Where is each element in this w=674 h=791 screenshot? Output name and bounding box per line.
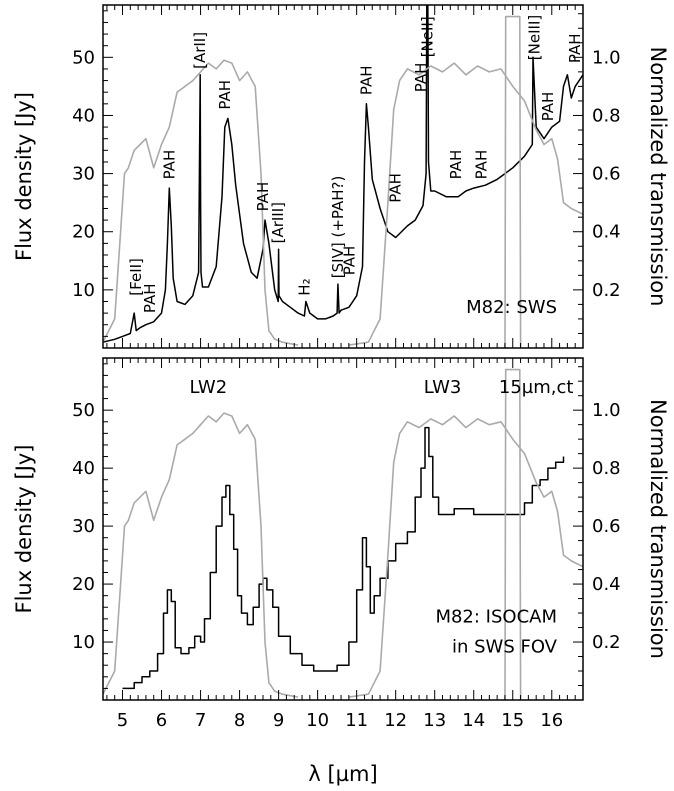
line-annotation: PAH (566, 33, 584, 63)
flux-line (122, 426, 565, 690)
panel-label-line: M82: ISOCAM (435, 607, 557, 628)
line-annotation: PAH (387, 173, 405, 203)
line-annotation: PAH (141, 283, 159, 313)
y-tick-label-right: 0.6 (592, 164, 621, 185)
y-tick-label-right: 0.4 (592, 222, 621, 243)
x-tick-label: 6 (156, 710, 167, 731)
line-annotation-boxed: [FeII] (127, 258, 145, 296)
line-annotation-boxed: [SIV] (+PAH?) (329, 176, 347, 279)
x-tick-label: 9 (273, 710, 284, 731)
panel-2: 10 20 30 40 50 0.2 0.4 0.6 0.8 1.0 5 6 7 8 9 10 11 12 13 14… (12, 357, 670, 786)
y-axis-label-left: Flux density [Jy] (12, 92, 36, 261)
plot-area (103, 368, 583, 700)
x-tick-label: 14 (462, 710, 485, 731)
y-tick-label-left: 10 (72, 280, 95, 301)
y-tick-label-left: 50 (72, 400, 95, 421)
line-annotation: H₂ (295, 278, 313, 295)
panel-1: 10 20 30 40 50 0.2 0.4 0.6 0.8 1.0 Flux density [J… (12, 4, 670, 349)
plot-frame (102, 4, 584, 349)
y-tick-label-right: 0.2 (592, 280, 621, 301)
y-tick-label-left: 40 (72, 105, 95, 126)
line-annotation-boxed: [ArIII] (269, 202, 287, 243)
flux-line (103, 5, 583, 343)
plot-frame (102, 357, 584, 701)
x-tick-label: 13 (423, 710, 446, 731)
line-annotation: PAH (254, 182, 272, 212)
filter-label: LW2 (190, 377, 228, 398)
panel-label-line: in SWS FOV (452, 637, 558, 658)
y-tick-label-left: 20 (72, 222, 95, 243)
y-tick-label-left: 50 (72, 47, 95, 68)
x-tick-label: 12 (384, 710, 407, 731)
y-tick-label-right: 0.8 (592, 105, 621, 126)
transmission-line-2 (348, 62, 583, 346)
y-tick-label-left: 30 (72, 516, 95, 537)
line-annotation: PAH (447, 150, 465, 180)
x-tick-label: 16 (540, 710, 563, 731)
filter-label: LW3 (424, 377, 462, 398)
x-tick-label: 11 (345, 710, 368, 731)
panel-label: M82: SWS (466, 297, 557, 318)
y-tick-label-right: 0.2 (592, 632, 621, 653)
line-annotation: PAH (473, 150, 491, 180)
transmission-line-3 (504, 15, 522, 348)
y-axis-label-left: Flux density [Jy] (12, 444, 36, 613)
line-annotation: PAH (216, 80, 234, 110)
x-tick-label: 5 (117, 710, 128, 731)
y-tick-label-right: 0.8 (592, 458, 621, 479)
line-annotation: PAH (160, 150, 178, 180)
line-annotation: PAH (341, 246, 359, 276)
y-tick-label-right: 1.0 (592, 400, 621, 421)
y-tick-label-right: 1.0 (592, 47, 621, 68)
x-tick-label: 10 (306, 710, 329, 731)
line-annotation-boxed: [ArII] (191, 32, 209, 69)
y-axis-label-right: Normalized transmission (646, 399, 670, 659)
x-axis-label: λ [µm] (308, 762, 377, 786)
line-annotation: PAH (539, 92, 557, 122)
y-tick-label-right: 0.4 (592, 574, 621, 595)
filter-label: 15µm,ct (499, 377, 574, 398)
y-tick-label-left: 40 (72, 458, 95, 479)
line-annotation: PAH (357, 65, 375, 95)
transmission-line-1 (103, 412, 299, 698)
plot-area (103, 5, 583, 348)
line-annotation-boxed: [NeII] (418, 16, 436, 57)
x-tick-label: 8 (234, 710, 245, 731)
y-axis-label-right: Normalized transmission (646, 47, 670, 307)
line-annotation: PAH (412, 63, 430, 93)
transmission-line-3 (504, 368, 522, 700)
line-annotation-boxed: [NeIII] (526, 15, 544, 60)
y-tick-label-left: 10 (72, 632, 95, 653)
y-tick-label-left: 20 (72, 574, 95, 595)
y-tick-label-left: 30 (72, 164, 95, 185)
transmission-line-2 (348, 415, 583, 698)
transmission-line-1 (103, 59, 299, 346)
x-tick-label: 7 (195, 710, 206, 731)
x-tick-label: 15 (501, 710, 524, 731)
y-tick-label-right: 0.6 (592, 516, 621, 537)
